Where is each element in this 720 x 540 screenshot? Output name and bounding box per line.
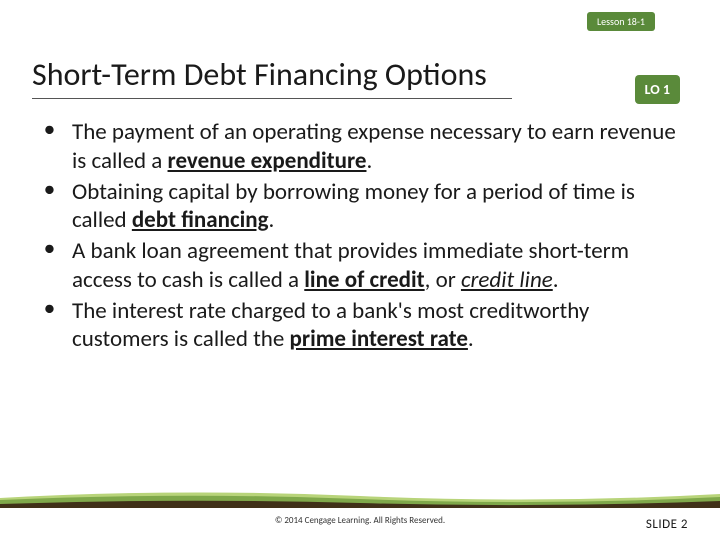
text-segment: . xyxy=(269,206,275,234)
text-segment: debt financing xyxy=(132,206,269,234)
text-segment: prime interest rate xyxy=(290,325,468,353)
text-segment: . xyxy=(553,266,559,294)
text-segment: . xyxy=(468,325,474,353)
decorative-wave xyxy=(0,484,720,508)
slide-title: Short-Term Debt Financing Options xyxy=(32,55,487,94)
text-segment: revenue expenditure xyxy=(168,147,367,175)
bullet-list: The payment of an operating expense nece… xyxy=(38,118,682,354)
list-item: A bank loan agreement that provides imme… xyxy=(38,237,682,295)
text-segment: line of credit xyxy=(304,266,424,294)
copyright-text: © 2014 Cengage Learning. All Rights Rese… xyxy=(0,515,720,526)
list-item: The interest rate charged to a bank's mo… xyxy=(38,297,682,355)
lo-badge: LO 1 xyxy=(635,75,680,104)
list-item: The payment of an operating expense nece… xyxy=(38,118,682,176)
list-item: Obtaining capital by borrowing money for… xyxy=(38,178,682,236)
content-area: The payment of an operating expense nece… xyxy=(38,118,682,356)
lesson-badge: Lesson 18-1 xyxy=(587,12,655,31)
text-segment: The payment of an operating expense nece… xyxy=(72,118,676,175)
text-segment: , or xyxy=(425,266,461,294)
slide-number: SLIDE 2 xyxy=(646,517,688,532)
text-segment: credit line xyxy=(461,266,553,294)
text-segment: . xyxy=(366,147,372,175)
title-underline xyxy=(32,98,512,99)
